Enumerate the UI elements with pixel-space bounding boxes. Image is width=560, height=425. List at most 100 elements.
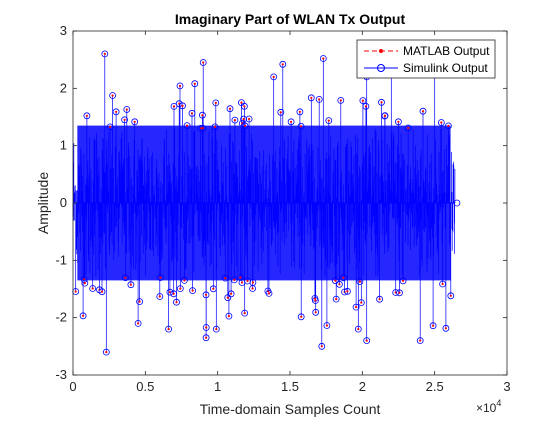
matlab-marker bbox=[300, 315, 303, 318]
simulink-marker bbox=[343, 287, 351, 295]
simulink-marker bbox=[279, 60, 287, 68]
simulink-marker bbox=[226, 105, 234, 113]
simulink-marker bbox=[287, 118, 295, 126]
matlab-marker bbox=[327, 119, 330, 122]
matlab-marker bbox=[290, 120, 293, 123]
simulink-marker bbox=[81, 279, 89, 287]
simulink-marker bbox=[381, 112, 389, 120]
matlab-marker bbox=[83, 282, 86, 285]
matlab-marker bbox=[447, 124, 450, 127]
simulink-marker bbox=[131, 118, 139, 126]
simulink-marker bbox=[307, 94, 315, 102]
matlab-marker bbox=[233, 119, 236, 122]
matlab-marker bbox=[338, 283, 341, 286]
matlab-marker bbox=[279, 111, 282, 114]
matlab-marker bbox=[281, 63, 284, 66]
matlab-marker bbox=[193, 82, 196, 85]
simulink-marker bbox=[429, 322, 437, 330]
legend-swatch-simulink-circle bbox=[377, 64, 385, 72]
y-tick-label: 2 bbox=[60, 80, 67, 95]
simulink-marker bbox=[83, 112, 91, 120]
simulink-marker bbox=[311, 297, 319, 304]
simulink-marker bbox=[176, 82, 184, 90]
simulink-marker bbox=[166, 288, 174, 296]
simulink-marker bbox=[319, 55, 327, 62]
stem-layer bbox=[72, 53, 456, 353]
simulink-marker bbox=[277, 108, 285, 116]
x-axis-label: Time-domain Samples Count bbox=[200, 401, 381, 417]
simulink-marker bbox=[359, 97, 367, 104]
simulink-marker bbox=[332, 295, 340, 303]
simulink-marker bbox=[297, 122, 305, 130]
x-tick-label: 2.5 bbox=[426, 379, 444, 394]
simulink-marker bbox=[109, 92, 116, 99]
matlab-marker bbox=[239, 276, 242, 279]
simulink-marker bbox=[202, 291, 210, 299]
matlab-marker bbox=[440, 121, 443, 124]
legend-label-simulink: Simulink Output bbox=[403, 61, 488, 75]
matlab-marker bbox=[105, 351, 108, 354]
matlab-marker bbox=[226, 296, 229, 299]
simulink-marker bbox=[191, 80, 199, 88]
matlab-marker bbox=[175, 301, 178, 304]
simulink-marker bbox=[134, 319, 142, 327]
simulink-marker bbox=[325, 117, 333, 124]
matlab-marker bbox=[240, 281, 244, 284]
matlab-marker bbox=[191, 289, 194, 292]
y-tick-label: 3 bbox=[60, 23, 67, 38]
simulink-marker bbox=[357, 299, 365, 307]
matlab-marker bbox=[224, 277, 227, 280]
y-tick-label: -1 bbox=[55, 252, 67, 267]
matlab-marker bbox=[129, 283, 132, 286]
matlab-marker bbox=[407, 126, 410, 130]
legend: MATLAB Output Simulink Output bbox=[356, 39, 496, 79]
simulink-marker bbox=[439, 280, 447, 288]
simulink-marker bbox=[416, 337, 424, 345]
x-tick-label: 3 bbox=[503, 379, 510, 394]
matlab-marker bbox=[123, 118, 126, 121]
matlab-marker bbox=[444, 327, 447, 330]
matlab-marker bbox=[100, 290, 104, 293]
simulink-marker bbox=[212, 99, 220, 107]
simulink-marker bbox=[136, 298, 144, 306]
matlab-marker bbox=[342, 276, 345, 279]
matlab-marker bbox=[358, 280, 361, 283]
matlab-marker bbox=[125, 108, 128, 111]
simulink-marker bbox=[240, 102, 248, 110]
matlab-marker bbox=[179, 287, 182, 290]
matlab-marker bbox=[205, 326, 208, 329]
matlab-marker bbox=[167, 328, 170, 331]
matlab-marker bbox=[251, 287, 254, 290]
simulink-marker bbox=[123, 106, 131, 113]
matlab-marker bbox=[365, 339, 368, 342]
matlab-marker bbox=[201, 114, 204, 117]
y-tick-label: -3 bbox=[55, 367, 67, 382]
x-tick-label: 2 bbox=[359, 379, 366, 394]
simulink-marker bbox=[331, 277, 339, 285]
simulink-marker bbox=[352, 303, 360, 311]
legend-label-matlab: MATLAB Output bbox=[403, 44, 490, 58]
matlab-marker bbox=[240, 101, 243, 104]
matlab-marker bbox=[325, 324, 328, 327]
simulink-marker bbox=[176, 285, 184, 293]
matlab-marker bbox=[360, 301, 363, 304]
simulink-marker bbox=[356, 278, 364, 286]
simulink-marker bbox=[156, 274, 164, 282]
simulink-marker bbox=[315, 96, 323, 103]
matlab-marker bbox=[233, 278, 236, 281]
simulink-marker bbox=[453, 199, 461, 207]
matlab-marker bbox=[186, 124, 189, 127]
matlab-marker bbox=[402, 279, 405, 282]
matlab-marker bbox=[364, 105, 367, 108]
matlab-marker bbox=[421, 110, 425, 113]
matlab-marker bbox=[251, 281, 254, 284]
simulink-marker bbox=[212, 325, 220, 333]
simulink-marker bbox=[209, 285, 217, 293]
y-tick-label: -2 bbox=[55, 310, 67, 325]
matlab-marker bbox=[383, 114, 387, 117]
matlab-marker bbox=[441, 282, 444, 286]
simulink-marker bbox=[106, 123, 114, 131]
simulink-marker bbox=[241, 309, 249, 317]
y-tick-label: 1 bbox=[60, 138, 67, 153]
matlab-marker bbox=[243, 312, 246, 315]
